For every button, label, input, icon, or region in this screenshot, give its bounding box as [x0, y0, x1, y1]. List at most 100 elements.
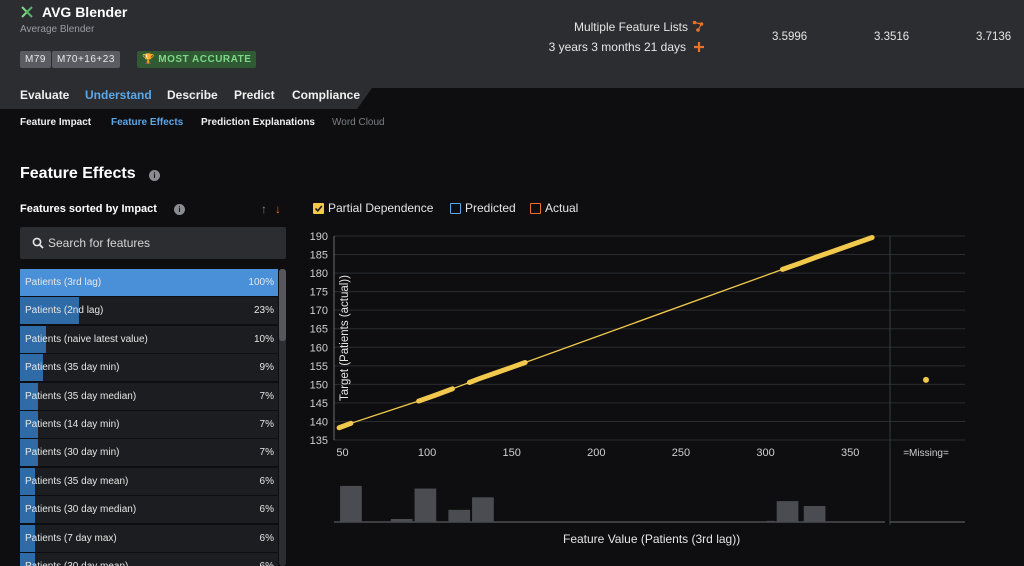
feature-row[interactable]: Patients (30 day mean) 6%: [20, 553, 278, 566]
feature-row[interactable]: Patients (7 day max) 6%: [20, 524, 278, 552]
feature-impact: 6%: [259, 532, 274, 544]
feature-impact: 9%: [259, 362, 274, 374]
feature-row[interactable]: Patients (naive latest value) 10%: [20, 325, 278, 353]
impact-bar: [20, 354, 44, 382]
plus-icon[interactable]: [693, 41, 705, 53]
histogram-bar: [803, 506, 826, 522]
x-tick-label: 50: [336, 447, 348, 459]
subtab-prediction-explanations[interactable]: Prediction Explanations: [201, 117, 315, 128]
check-icon: [314, 205, 323, 212]
feature-name: Patients (3rd lag): [25, 277, 102, 288]
sort-info-icon[interactable]: i: [174, 204, 185, 215]
search-input[interactable]: [48, 234, 278, 252]
sort-ascending-icon[interactable]: ↑: [261, 202, 267, 216]
x-tick-label: 300: [756, 447, 774, 459]
most-accurate-badge: 🏆 MOST ACCURATE: [137, 51, 257, 68]
feature-impact: 23%: [253, 305, 274, 317]
actual-checkbox[interactable]: [530, 203, 541, 214]
x-tick-label: 250: [672, 447, 690, 459]
x-tick-label: 100: [418, 447, 436, 459]
feature-row[interactable]: Patients (3rd lag) 100%: [20, 269, 278, 296]
impact-bar: [20, 269, 278, 296]
y-tick-label: 135: [310, 435, 328, 447]
feature-name: Patients (30 day median): [25, 504, 137, 516]
tab-describe[interactable]: Describe: [167, 88, 218, 102]
impact-bar: [20, 553, 36, 566]
feature-impact: 7%: [259, 419, 274, 430]
impact-bar: [20, 439, 39, 467]
impact-bar: [20, 467, 36, 495]
feature-name: Patients (2nd lag): [25, 305, 104, 317]
tab-evaluate[interactable]: Evaluate: [20, 88, 70, 102]
tab-understand[interactable]: Understand: [85, 88, 152, 102]
missing-value-point: [923, 376, 929, 383]
impact-bar: [20, 411, 39, 438]
feature-name: Patients (35 day median): [25, 390, 137, 402]
feature-impact: 6%: [260, 561, 274, 566]
feature-name: Patients (naive latest value): [25, 333, 148, 345]
feature-effects-chart: 135 140 145 150 155 160 165 170 175 180 185 190 50 10…: [310, 231, 965, 525]
y-tick-label: 170: [310, 305, 328, 317]
model-title: AVG Blender: [42, 4, 128, 20]
histogram-bar: [776, 501, 799, 522]
metric-cross-validation: 3.3516: [874, 31, 910, 43]
feature-row[interactable]: Patients (35 day median) 7%: [20, 382, 278, 410]
missing-label: =Missing=: [903, 448, 949, 459]
feature-row[interactable]: Patients (30 day min) 7%: [20, 439, 278, 467]
y-tick-label: 155: [310, 361, 328, 373]
y-tick-label: 180: [310, 268, 328, 280]
subtab-word-cloud[interactable]: Word Cloud: [332, 117, 385, 128]
search-icon: [32, 237, 44, 249]
model-id-badge: M79: [20, 51, 51, 68]
models-badge: M70+16+23: [52, 51, 120, 68]
subtab-feature-impact[interactable]: Feature Impact: [20, 117, 92, 128]
feature-impact: 6%: [259, 475, 274, 487]
impact-bar: [20, 496, 36, 524]
feature-row[interactable]: Patients (2nd lag) 23%: [20, 297, 278, 325]
sort-descending-icon[interactable]: ↓: [275, 202, 281, 216]
feature-name: Patients (14 day min): [25, 419, 120, 430]
duration-label: 3 years 3 months 21 days: [548, 40, 686, 54]
feature-impact: 6%: [259, 504, 274, 516]
tab-compliance[interactable]: Compliance: [292, 88, 361, 102]
feature-list: Patients (3rd lag) 100% Patients (2nd lag)…: [20, 269, 278, 566]
info-icon[interactable]: i: [149, 170, 160, 181]
histogram-bar: [766, 520, 775, 522]
feature-list-icon[interactable]: [692, 20, 704, 32]
impact-bar: [20, 297, 80, 325]
y-tick-label: 150: [310, 379, 328, 391]
feature-name: Patients (35 day min): [25, 362, 120, 374]
y-tick-label: 165: [310, 324, 328, 336]
feature-impact: 7%: [259, 447, 274, 459]
histogram-bar: [414, 488, 437, 522]
partial-dependence-points: [779, 234, 875, 272]
feature-row[interactable]: Patients (14 day min) 7%: [20, 411, 278, 438]
impact-bar: [20, 325, 46, 353]
feature-name: Patients (30 day min): [25, 447, 120, 459]
x-tick-label: 200: [587, 447, 605, 459]
feature-row[interactable]: Patients (30 day median) 6%: [20, 496, 278, 524]
most-accurate-label: MOST ACCURATE: [158, 54, 252, 65]
partial-dependence-points: [336, 420, 354, 431]
feature-row[interactable]: Patients (35 day min) 9%: [20, 354, 278, 382]
tab-predict[interactable]: Predict: [234, 88, 275, 102]
predicted-checkbox[interactable]: [450, 203, 461, 214]
partial-dependence-points: [416, 386, 455, 404]
sort-title: Features sorted by Impact: [20, 203, 157, 215]
y-tick-label: 175: [310, 287, 328, 299]
impact-bar: [20, 382, 39, 410]
subtab-feature-effects[interactable]: Feature Effects: [111, 117, 184, 128]
x-tick-label: 150: [503, 447, 521, 459]
page-title: Feature Effects: [20, 165, 136, 182]
feature-row[interactable]: Patients (35 day mean) 6%: [20, 467, 278, 495]
x-tick-label: 350: [841, 447, 859, 459]
y-tick-label: 185: [310, 250, 328, 262]
histogram-bar: [472, 497, 494, 522]
main-tabs-bar: [0, 88, 372, 109]
feature-list-scrollbar[interactable]: [279, 269, 286, 566]
partial-dependence-checkbox[interactable]: [313, 203, 324, 214]
scrollbar-thumb[interactable]: [279, 269, 286, 341]
impact-bar: [20, 524, 36, 552]
predicted-label: Predicted: [465, 201, 516, 215]
partial-dependence-label: Partial Dependence: [328, 201, 434, 215]
